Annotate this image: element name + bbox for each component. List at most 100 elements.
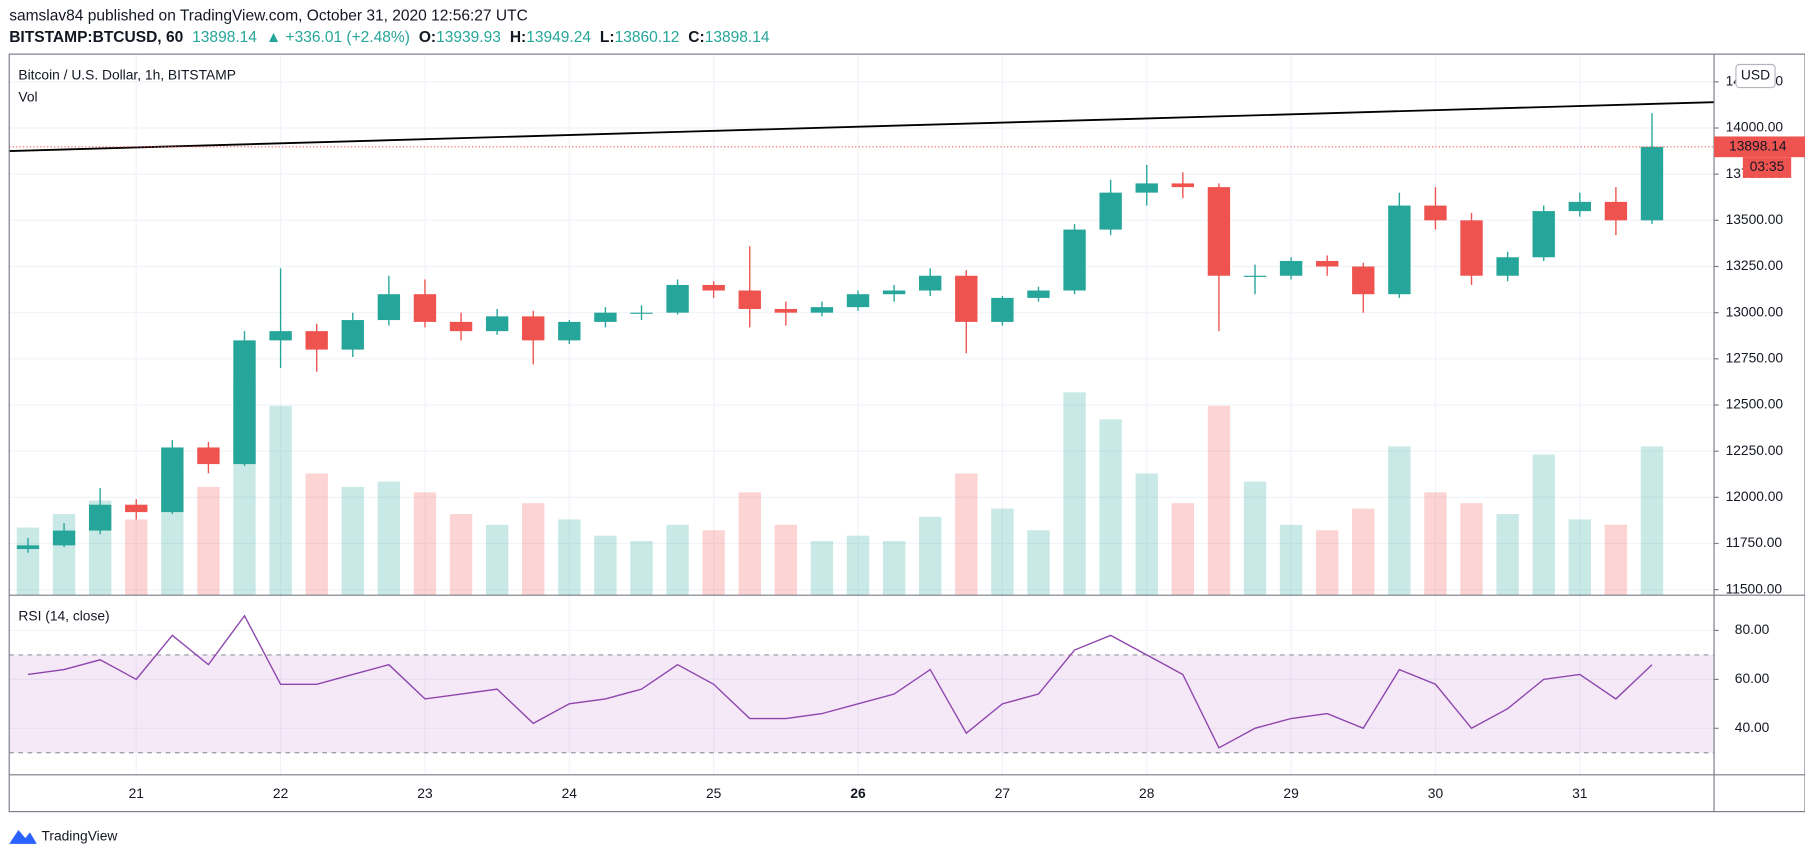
o-label: O: — [419, 29, 436, 46]
volume-bar — [774, 524, 798, 596]
candle-body — [233, 340, 256, 465]
volume-bar — [1063, 392, 1086, 596]
candle-body — [991, 297, 1014, 322]
h-label: H: — [510, 29, 526, 46]
x-tick-label: 21 — [129, 785, 144, 801]
currency-box[interactable] — [1735, 63, 1776, 89]
volume-bar — [1496, 514, 1519, 596]
candle-body — [1207, 187, 1231, 276]
y-tick-label: 11500.00 — [1726, 580, 1783, 596]
candle-body — [882, 290, 906, 295]
volume-bar — [846, 535, 870, 596]
trend-line — [9, 101, 1715, 153]
volume-bar — [1460, 503, 1483, 596]
volume-bar — [522, 503, 545, 596]
c-label: C: — [688, 29, 704, 46]
volume-bar — [558, 519, 581, 596]
candle-body — [16, 545, 40, 550]
x-tick-label: 24 — [562, 785, 578, 801]
rsi-band — [9, 654, 1715, 753]
countdown: 03:35 — [1750, 158, 1785, 174]
volume-bar — [919, 516, 942, 596]
volume-bar — [449, 514, 473, 596]
candle-body — [1135, 183, 1158, 193]
quote-line: BITSTAMP:BTCUSD, 60 13898.14 ▲ +336.01 (… — [9, 29, 770, 46]
volume-bar — [125, 519, 148, 596]
candle-body — [1640, 146, 1664, 221]
x-tick-label: 25 — [706, 785, 722, 801]
volume-bar — [1315, 530, 1339, 596]
change: ▲ +336.01 (+2.48%) — [266, 29, 410, 46]
pane-title: Bitcoin / U.S. Dollar, 1h, BITSTAMP — [18, 67, 236, 83]
candle-body — [1496, 257, 1519, 276]
volume-bar — [305, 473, 328, 596]
y-tick-label: 12000.00 — [1726, 488, 1784, 504]
candle-body — [1352, 266, 1375, 295]
candle-body — [919, 275, 942, 291]
y-tick-label: 11750.00 — [1726, 534, 1783, 550]
o: 13939.93 — [436, 29, 501, 46]
volume-bar — [738, 492, 761, 596]
axes: 21 22 23 24 25 26 27 28 29 30 31 11500.00 11750.00 12… — [129, 72, 1805, 801]
h: 13949.24 — [526, 29, 591, 46]
currency[interactable]: USD — [1741, 67, 1770, 83]
rsi-tick-label: 80.00 — [1735, 621, 1770, 637]
candle-body — [1171, 183, 1195, 188]
volume-bar — [269, 405, 292, 596]
volume-bar — [955, 473, 978, 596]
candle-body — [197, 447, 220, 465]
candle-body — [1099, 192, 1122, 230]
frame — [8, 53, 1805, 813]
volume-bar — [1568, 519, 1591, 596]
candle-body — [449, 321, 473, 332]
rsi-label: RSI (14, close) — [18, 608, 109, 624]
x-tick-label: 28 — [1139, 785, 1155, 801]
candle-body — [1027, 290, 1050, 298]
candle-body — [558, 321, 581, 341]
volume-bar — [1424, 492, 1447, 596]
candle-body — [594, 312, 617, 322]
candle-body — [1424, 205, 1447, 221]
symbol: BITSTAMP:BTCUSD, 60 — [9, 29, 183, 46]
volume-bar — [1532, 454, 1555, 596]
volume-bar — [1171, 503, 1195, 596]
l-label: L: — [600, 29, 615, 46]
candle-body — [522, 316, 545, 341]
candle-body — [377, 294, 401, 321]
footer-logo: TradingView — [9, 828, 117, 844]
countdown-box — [1742, 157, 1792, 178]
rsi-line — [27, 614, 1653, 749]
y-tick-label: 14000.00 — [1726, 119, 1784, 135]
candle-body — [161, 447, 184, 513]
volume-bar — [882, 541, 906, 596]
candle-body — [666, 284, 689, 313]
byline: samslav84 published on TradingView.com, … — [9, 7, 528, 24]
x-tick-label: 22 — [273, 785, 288, 801]
candle-body — [630, 312, 653, 314]
candle-body — [955, 275, 978, 322]
candle-body — [269, 331, 292, 341]
x-tick-label: 29 — [1283, 785, 1299, 801]
volume-bar — [1388, 446, 1411, 596]
volume-bar — [16, 527, 40, 596]
rsi-tick-label: 60.00 — [1735, 670, 1770, 686]
candle-body — [846, 294, 870, 308]
y-tick-label: 12500.00 — [1726, 396, 1784, 412]
volume-bar — [1207, 405, 1231, 596]
volume-bar — [413, 492, 437, 596]
volume-bar — [991, 508, 1014, 596]
last: 13898.14 — [192, 29, 257, 46]
candle-body — [1063, 229, 1086, 291]
volume-bar — [1640, 446, 1664, 596]
y-tick-label: 13250.00 — [1726, 257, 1784, 273]
candle-body — [1315, 260, 1339, 267]
last-price-label: 13898.14 — [1729, 137, 1787, 153]
candle-body — [413, 294, 437, 322]
candle-body — [1388, 205, 1411, 295]
y-tick-label: 12750.00 — [1726, 349, 1784, 365]
volume-bar — [1135, 473, 1158, 596]
c: 13898.14 — [705, 29, 770, 46]
brand: TradingView — [41, 828, 117, 844]
y-tick-label: 13000.00 — [1726, 303, 1784, 319]
